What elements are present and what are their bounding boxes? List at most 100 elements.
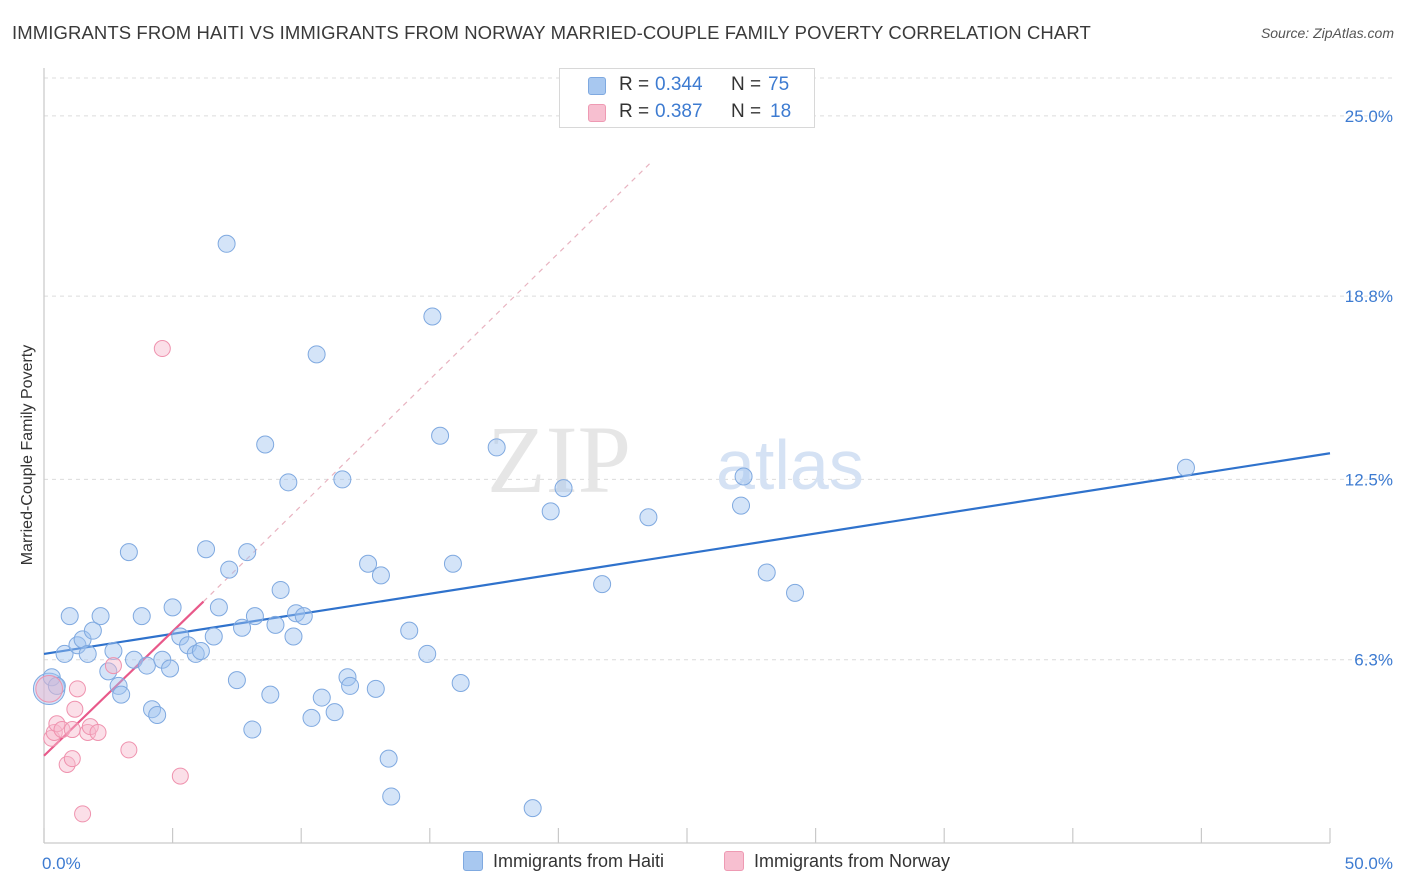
haiti-point bbox=[148, 706, 167, 725]
haiti-point bbox=[333, 470, 352, 489]
haiti-point bbox=[217, 234, 236, 253]
y-tick-label: 12.5% bbox=[1345, 470, 1393, 489]
haiti-point bbox=[325, 703, 344, 722]
haiti-point bbox=[554, 479, 573, 498]
haiti-point bbox=[112, 685, 131, 704]
haiti-point bbox=[161, 659, 180, 678]
axis-layer bbox=[43, 68, 1331, 844]
norway-point bbox=[89, 723, 107, 741]
haiti-point bbox=[786, 583, 805, 602]
haiti-point bbox=[541, 502, 560, 521]
haiti-point bbox=[302, 708, 321, 727]
haiti-point bbox=[312, 688, 331, 707]
haiti-point bbox=[523, 799, 542, 818]
stats-legend-row-haiti: R = 0.344 N = 75 bbox=[560, 74, 814, 100]
haiti-point bbox=[256, 435, 275, 454]
haiti-point bbox=[55, 644, 74, 663]
r-value: 0.344 bbox=[655, 74, 703, 95]
haiti-point bbox=[341, 676, 360, 695]
haiti-point bbox=[227, 671, 246, 690]
haiti-point bbox=[119, 543, 138, 562]
watermark-atlas: atlas bbox=[716, 426, 864, 504]
x-tick-label: 0.0% bbox=[42, 854, 81, 873]
legend-item-norway[interactable]: Immigrants from Norway bbox=[724, 851, 950, 872]
norway-point bbox=[104, 657, 122, 675]
haiti-point bbox=[91, 607, 110, 626]
haiti-point bbox=[104, 642, 123, 661]
haiti-point bbox=[191, 642, 210, 661]
haiti-point bbox=[639, 508, 658, 527]
r-label: R = bbox=[619, 74, 650, 95]
norway-point bbox=[153, 340, 171, 358]
haiti-point bbox=[431, 426, 450, 445]
stats-legend-row-norway: R = 0.387 N = 18 bbox=[560, 101, 814, 127]
haiti-point bbox=[132, 607, 151, 626]
haiti-point bbox=[220, 560, 239, 579]
norway-point bbox=[171, 767, 189, 785]
haiti-point bbox=[423, 307, 442, 326]
n-value: 75 bbox=[768, 74, 790, 95]
y-axis-title: Married-Couple Family Poverty bbox=[19, 344, 36, 566]
haiti-point bbox=[266, 615, 285, 634]
haiti-point bbox=[757, 563, 776, 582]
norway-swatch bbox=[724, 851, 744, 871]
haiti-point bbox=[294, 607, 313, 626]
haiti-point bbox=[487, 438, 506, 457]
haiti-point bbox=[83, 621, 102, 640]
watermark-zip: ZIP bbox=[487, 406, 631, 513]
chart-title: IMMIGRANTS FROM HAITI VS IMMIGRANTS FROM… bbox=[12, 22, 1091, 43]
tick-labels: 6.3% 12.5% 18.8% 25.0% 0.0% 50.0% bbox=[42, 107, 1393, 873]
haiti-point bbox=[261, 685, 280, 704]
haiti-point bbox=[371, 566, 390, 585]
x-tick-label: 50.0% bbox=[1345, 854, 1393, 873]
haiti-point bbox=[418, 644, 437, 663]
haiti-point bbox=[209, 598, 228, 617]
haiti-point bbox=[238, 543, 257, 562]
r-value: 0.387 bbox=[655, 101, 703, 122]
norway-point bbox=[63, 721, 81, 739]
norway-point bbox=[53, 721, 71, 739]
haiti-point bbox=[1176, 458, 1195, 477]
haiti-point bbox=[593, 575, 612, 594]
n-value: 18 bbox=[770, 101, 792, 122]
norway-point bbox=[35, 675, 63, 703]
haiti-point bbox=[279, 473, 298, 492]
y-tick-label: 6.3% bbox=[1354, 651, 1393, 670]
r-label: R = bbox=[619, 101, 650, 122]
haiti-point bbox=[143, 700, 162, 719]
grid-layer bbox=[44, 77, 1392, 661]
legend-label-haiti: Immigrants from Haiti bbox=[493, 851, 665, 871]
haiti-point bbox=[382, 787, 401, 806]
haiti-point bbox=[451, 674, 470, 693]
data-points bbox=[32, 234, 1195, 823]
norway-point bbox=[120, 741, 138, 759]
haiti-swatch bbox=[463, 851, 483, 871]
haiti-point bbox=[204, 627, 223, 646]
haiti-point bbox=[271, 580, 290, 599]
n-label: N = bbox=[731, 101, 762, 122]
haiti-point bbox=[243, 720, 262, 739]
legend-item-haiti[interactable]: Immigrants from Haiti bbox=[463, 851, 664, 872]
haiti-point bbox=[186, 644, 205, 663]
haiti-point bbox=[307, 345, 326, 364]
haiti-point bbox=[732, 496, 751, 515]
norway-point bbox=[66, 700, 84, 718]
n-label: N = bbox=[731, 74, 762, 95]
haiti-point bbox=[60, 607, 79, 626]
haiti-point bbox=[197, 540, 216, 559]
source-credit: Source: ZipAtlas.com bbox=[1260, 25, 1394, 41]
haiti-point bbox=[379, 749, 398, 768]
haiti-point bbox=[137, 656, 156, 675]
y-tick-label: 18.8% bbox=[1345, 287, 1393, 306]
haiti-point bbox=[245, 607, 264, 626]
haiti-swatch bbox=[588, 77, 606, 95]
norway-point bbox=[68, 680, 86, 698]
haiti-point bbox=[443, 554, 462, 573]
legend-label-norway: Immigrants from Norway bbox=[754, 851, 951, 871]
series-legend: Immigrants from Haiti Immigrants from No… bbox=[0, 851, 1406, 877]
haiti-point bbox=[734, 467, 753, 486]
haiti-point bbox=[284, 627, 303, 646]
haiti-point bbox=[400, 621, 419, 640]
norway-point bbox=[74, 805, 92, 823]
